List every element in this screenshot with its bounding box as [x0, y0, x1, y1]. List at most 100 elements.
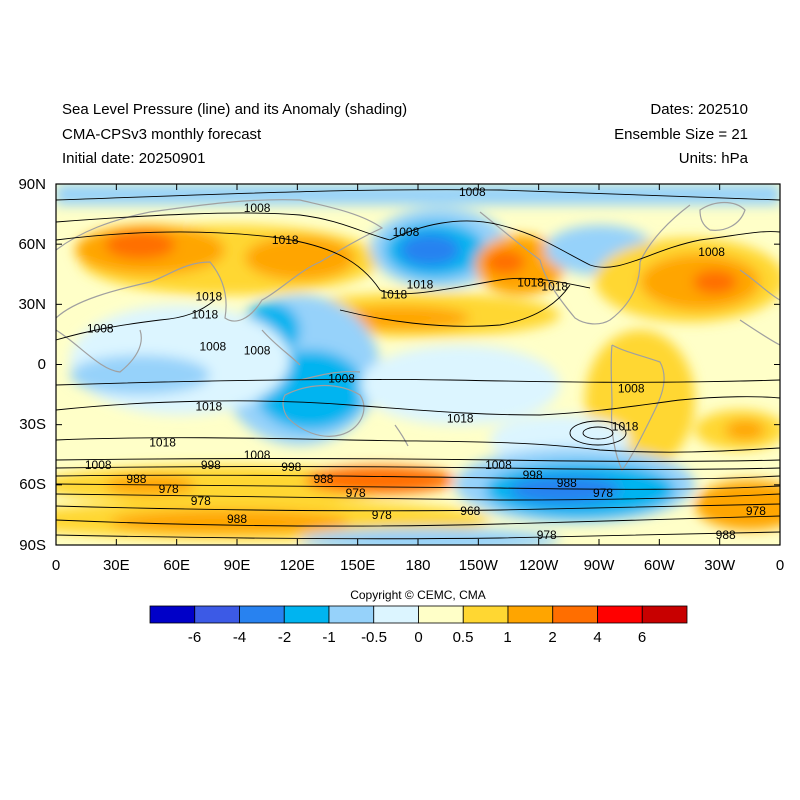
- colorbar-tick-label: 4: [593, 629, 601, 646]
- coastlines: [56, 199, 780, 472]
- contour-label: 988: [227, 512, 247, 526]
- contour-label: 1008: [244, 448, 271, 462]
- lon-tick-label: 180: [405, 557, 430, 574]
- contour-label: 968: [460, 504, 480, 518]
- colorbar-tick-label: 0: [414, 629, 422, 646]
- colorbar-tick-label: 1: [503, 629, 511, 646]
- contour-line: [56, 466, 780, 470]
- contour-label: 1018: [149, 436, 176, 450]
- colorbar-swatch: [328, 605, 375, 624]
- forecast-dates: Dates: 202510: [650, 101, 748, 118]
- colorbar-tick-label: -6: [188, 629, 201, 646]
- contour-label: 1018: [195, 289, 222, 303]
- lon-tick-label: 0: [52, 557, 60, 574]
- north-america-coast: [479, 204, 691, 325]
- lon-tick-label: 60W: [644, 557, 676, 574]
- contour-label: 1018: [612, 420, 639, 434]
- contour-label: 1018: [272, 233, 299, 247]
- lon-tick-label: 30E: [103, 557, 130, 574]
- contour-label: 1008: [485, 458, 512, 472]
- contour-label: 1018: [447, 412, 474, 426]
- contour-line: [339, 284, 571, 327]
- lon-tick-label: 120E: [280, 557, 315, 574]
- colorbar-tick-label: -2: [278, 629, 291, 646]
- colorbar-swatch: [239, 605, 285, 624]
- africa-east-coast: [56, 329, 142, 373]
- contour-label: 978: [346, 486, 366, 500]
- australia-coast: [282, 385, 365, 437]
- colorbar-labels: -6 -4 -2 -1 -0.5 0 0.5 1 2 4 6: [188, 629, 646, 646]
- contour-label: 988: [716, 528, 736, 542]
- contour-line: [56, 531, 780, 540]
- colorbar-tick-label: -0.5: [361, 629, 387, 646]
- contour-label: 988: [557, 476, 577, 490]
- units-label: Units: hPa: [678, 150, 748, 167]
- lon-tick-label: 150W: [459, 557, 499, 574]
- colorbar-swatch: [462, 605, 509, 624]
- colorbar-swatch: [149, 605, 196, 624]
- lat-tick-label: 30S: [19, 416, 46, 433]
- contour-label: 1008: [244, 343, 271, 357]
- colorbar-swatch: [641, 605, 688, 624]
- contour-line: [569, 420, 627, 446]
- lat-tick-label: 90N: [18, 176, 46, 193]
- contour-line: [56, 231, 591, 295]
- contour-label: 1008: [328, 372, 355, 386]
- colorbar-swatch: [597, 605, 643, 624]
- colorbar-swatch: [283, 605, 330, 624]
- maritime-continent-coast: [261, 329, 361, 381]
- colorbar-tick-label: -1: [322, 629, 335, 646]
- contour-line: [56, 503, 780, 512]
- lat-tick-label: 90S: [19, 537, 46, 554]
- contour-label: 1008: [200, 339, 227, 353]
- lon-tick-label: 150E: [340, 557, 375, 574]
- contour-label: 998: [281, 460, 301, 474]
- contour-line: [56, 458, 780, 462]
- new-zealand-coast: [394, 424, 409, 447]
- contour-label: 1008: [459, 185, 486, 199]
- contour-label: 978: [537, 528, 557, 542]
- lat-tick-label: 0: [38, 356, 46, 373]
- contour-line: [56, 437, 780, 453]
- contour-label: 978: [159, 482, 179, 496]
- contour-label: 978: [746, 504, 766, 518]
- contour-line: [56, 379, 780, 386]
- contour-label: 1018: [541, 279, 568, 293]
- west-africa-coast: [739, 269, 780, 346]
- colorbar-swatch: [418, 605, 464, 624]
- contour-label: 1018: [195, 400, 222, 414]
- colorbar-tick-label: 6: [638, 629, 646, 646]
- colorbar-tick-label: -4: [233, 629, 246, 646]
- contour-label: 998: [201, 458, 221, 472]
- contour-label: 988: [313, 472, 333, 486]
- lon-axis: 0 30E 60E 90E 120E 150E 180 150W 120W 90…: [52, 557, 784, 574]
- lat-tick-label: 30N: [18, 296, 46, 313]
- lat-tick-label: 60N: [18, 236, 46, 253]
- colorbar-swatch: [552, 605, 598, 624]
- lat-tick-label: 60S: [19, 476, 46, 493]
- contour-line: [56, 396, 780, 416]
- contour-line: [56, 474, 780, 480]
- eurasia-coast: [56, 199, 384, 322]
- lon-tick-label: 30W: [704, 557, 736, 574]
- contour-label: 1008: [244, 201, 271, 215]
- contour-label: 1018: [191, 307, 218, 321]
- colorbar-swatch: [507, 605, 554, 624]
- contour-label: 978: [372, 508, 392, 522]
- lon-tick-label: 90W: [584, 557, 616, 574]
- contour-line: [56, 299, 216, 341]
- colorbar-swatch: [194, 605, 240, 624]
- ensemble-size: Ensemble Size = 21: [614, 126, 748, 143]
- axis-ticks: [55, 183, 781, 546]
- lon-tick-label: 90E: [224, 557, 251, 574]
- colorbar-swatch: [373, 605, 419, 624]
- contour-label: 1008: [393, 225, 420, 239]
- contour-label: 978: [593, 486, 613, 500]
- contour-label: 988: [126, 472, 146, 486]
- contour-label: 1018: [381, 287, 408, 301]
- lon-tick-label: 60E: [163, 557, 190, 574]
- contour-labels: 1008 1008 1008 1018 1018 1018 1018 1018 1008 1018…: [85, 185, 766, 542]
- initial-date: Initial date: 20250901: [62, 150, 206, 167]
- contour-label: 1008: [87, 321, 114, 335]
